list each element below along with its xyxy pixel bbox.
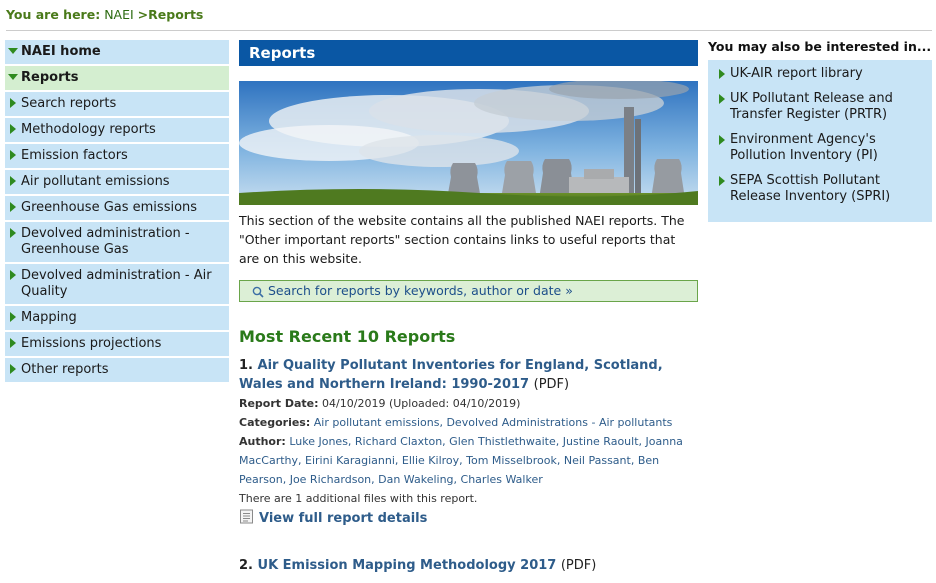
report-title-link[interactable]: UK Emission Mapping Methodology 2017: [257, 558, 557, 573]
report-title: 2. UK Emission Mapping Methodology 2017 …: [239, 556, 698, 575]
triangle-right-icon: [10, 98, 16, 108]
triangle-right-icon: [10, 124, 16, 134]
report-additional-files: There are 1 additional files with this r…: [239, 492, 478, 505]
view-report-details-link[interactable]: View full report details: [239, 509, 698, 526]
sidebar-item-label: Greenhouse Gas emissions: [21, 200, 198, 215]
sidebar-item-label: Emissions projections: [21, 336, 162, 351]
recent-reports-heading: Most Recent 10 Reports: [239, 327, 456, 346]
triangle-right-icon: [10, 270, 16, 280]
triangle-right-icon: [719, 135, 725, 145]
sidebar-item-air-pollutant-emissions[interactable]: Air pollutant emissions: [5, 170, 229, 194]
report-item: 1. Air Quality Pollutant Inventories for…: [239, 356, 698, 526]
breadcrumb-label: You are here:: [6, 7, 101, 22]
breadcrumb-link-naei[interactable]: NAEI: [104, 7, 134, 22]
triangle-right-icon: [10, 202, 16, 212]
sidebar-item-reports[interactable]: Reports: [5, 66, 229, 90]
report-date: Report Date: 04/10/2019 (Uploaded: 04/10…: [239, 394, 698, 413]
related-link-sepa-spri[interactable]: SEPA Scottish Pollutant Release Inventor…: [716, 173, 926, 205]
triangle-right-icon: [10, 364, 16, 374]
report-title: 1. Air Quality Pollutant Inventories for…: [239, 356, 698, 394]
related-links-box: UK-AIR report library UK Pollutant Relea…: [708, 60, 932, 222]
triangle-right-icon: [719, 69, 725, 79]
report-categories: Categories: Air pollutant emissions, Dev…: [239, 413, 698, 432]
sidebar-item-label: Other reports: [21, 362, 109, 377]
report-format: (PDF): [533, 377, 570, 392]
report-author-links[interactable]: Luke Jones, Richard Claxton, Glen Thistl…: [239, 435, 683, 486]
document-icon: [240, 509, 253, 524]
triangle-right-icon: [10, 228, 16, 238]
sidebar-item-other-reports[interactable]: Other reports: [5, 358, 229, 382]
report-format: (PDF): [560, 558, 597, 573]
search-reports-link[interactable]: Search for reports by keywords, author o…: [239, 280, 698, 302]
triangle-right-icon: [719, 94, 725, 104]
triangle-right-icon: [10, 176, 16, 186]
sidebar-item-label: Devolved administration - Greenhouse Gas: [21, 226, 190, 257]
triangle-down-icon: [8, 74, 18, 80]
triangle-right-icon: [10, 150, 16, 160]
related-links-heading: You may also be interested in...: [708, 39, 932, 54]
sidebar-item-devolved-air-quality[interactable]: Devolved administration - Air Quality: [5, 264, 229, 304]
sidebar-item-mapping[interactable]: Mapping: [5, 306, 229, 330]
power-station-banner-image: [239, 81, 698, 205]
related-link-prtr[interactable]: UK Pollutant Release and Transfer Regist…: [716, 91, 926, 123]
sidebar-item-devolved-ghg[interactable]: Devolved administration - Greenhouse Gas: [5, 222, 229, 262]
report-title-link[interactable]: Air Quality Pollutant Inventories for En…: [239, 358, 663, 392]
related-link-label: Environment Agency's Pollution Inventory…: [730, 132, 878, 163]
sidebar-item-emissions-projections[interactable]: Emissions projections: [5, 332, 229, 356]
sidebar-item-methodology-reports[interactable]: Methodology reports: [5, 118, 229, 142]
search-icon: [252, 286, 264, 298]
sidebar-item-emission-factors[interactable]: Emission factors: [5, 144, 229, 168]
view-report-details-label: View full report details: [259, 511, 428, 526]
triangle-right-icon: [10, 312, 16, 322]
intro-text: This section of the website contains all…: [239, 213, 685, 266]
sidebar-item-label: Mapping: [21, 310, 77, 325]
report-date-value: 04/10/2019 (Uploaded: 04/10/2019): [322, 397, 521, 410]
sidebar-item-label: Reports: [21, 70, 79, 85]
sidebar-item-label: Devolved administration - Air Quality: [21, 268, 212, 299]
report-item: 2. UK Emission Mapping Methodology 2017 …: [239, 556, 698, 575]
report-number: 2.: [239, 558, 253, 573]
breadcrumb: You are here: NAEI >Reports: [6, 7, 203, 22]
report-date-label: Report Date:: [239, 397, 319, 410]
breadcrumb-current: >Reports: [137, 7, 204, 22]
sidebar-item-label: Air pollutant emissions: [21, 174, 170, 189]
sidebar-item-label: Methodology reports: [21, 122, 156, 137]
search-reports-link-label: Search for reports by keywords, author o…: [268, 283, 573, 298]
triangle-right-icon: [10, 338, 16, 348]
triangle-down-icon: [8, 48, 18, 54]
sidebar-item-naei-home[interactable]: NAEI home: [5, 40, 229, 64]
related-link-label: SEPA Scottish Pollutant Release Inventor…: [730, 173, 891, 204]
report-author-label: Author:: [239, 435, 286, 448]
sidebar-item-label: Emission factors: [21, 148, 128, 163]
sidebar-item-search-reports[interactable]: Search reports: [5, 92, 229, 116]
related-link-uk-air[interactable]: UK-AIR report library: [716, 66, 926, 82]
page-title: Reports: [239, 40, 698, 66]
related-link-label: UK-AIR report library: [730, 66, 863, 81]
related-links-panel: You may also be interested in... UK-AIR …: [708, 40, 932, 222]
report-categories-links[interactable]: Air pollutant emissions, Devolved Admini…: [313, 416, 673, 429]
sidebar-nav: NAEI home Reports Search reports Methodo…: [5, 40, 229, 384]
main-content: Reports: [239, 40, 698, 575]
related-link-environment-agency-pi[interactable]: Environment Agency's Pollution Inventory…: [716, 132, 926, 164]
sidebar-item-label: Search reports: [21, 96, 117, 111]
report-authors: Author: Luke Jones, Richard Claxton, Gle…: [239, 432, 698, 489]
sidebar-item-label: NAEI home: [21, 44, 101, 59]
report-number: 1.: [239, 358, 253, 373]
triangle-right-icon: [719, 176, 725, 186]
sidebar-item-greenhouse-gas-emissions[interactable]: Greenhouse Gas emissions: [5, 196, 229, 220]
report-categories-label: Categories:: [239, 416, 311, 429]
related-link-label: UK Pollutant Release and Transfer Regist…: [730, 91, 893, 122]
breadcrumb-divider: [6, 30, 932, 31]
